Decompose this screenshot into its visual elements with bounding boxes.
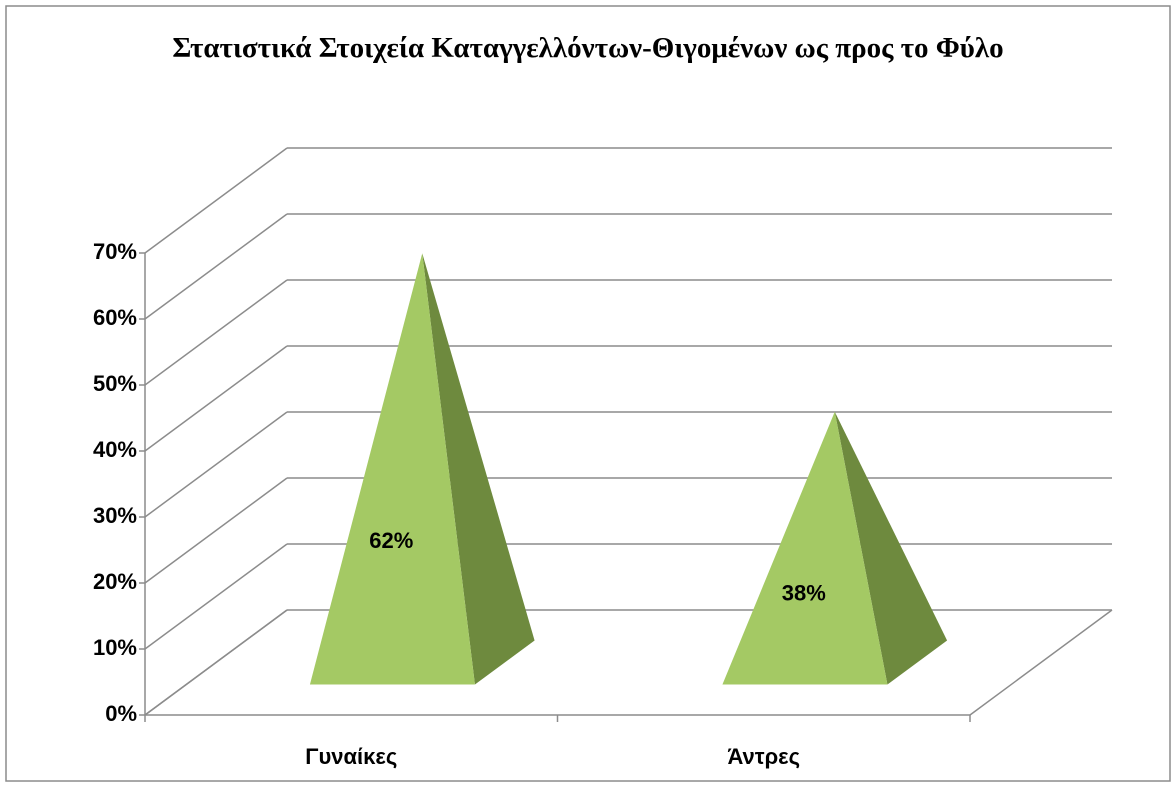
pyramid-side [834, 411, 948, 685]
y-tick-label: 20% [93, 569, 137, 594]
grid-line [144, 477, 288, 584]
y-tick-label: 60% [93, 305, 137, 330]
x-tick-label: Άντρες [727, 744, 800, 769]
y-tick-label: 30% [93, 503, 137, 528]
pyramid [309, 253, 535, 685]
chart-border [5, 5, 1171, 782]
value-label: 62% [369, 528, 413, 553]
y-tick-label: 50% [93, 371, 137, 396]
grid-line [144, 345, 288, 452]
y-tick-label: 70% [93, 239, 137, 264]
floor-edge [969, 609, 1113, 716]
pyramid [722, 411, 948, 685]
x-tick-label: Γυναίκες [305, 744, 397, 769]
grid-line [144, 609, 288, 716]
grid-line [144, 543, 288, 650]
grid-line [144, 411, 288, 518]
pyramid-side [422, 253, 535, 685]
chart-title: Στατιστικά Στοιχεία Καταγγελλόντων-Θιγομ… [172, 32, 1004, 64]
value-label: 38% [782, 580, 826, 605]
y-tick-label: 40% [93, 437, 137, 462]
grid-line [144, 279, 288, 386]
grid-line [144, 147, 288, 254]
y-tick-label: 10% [93, 635, 137, 660]
grid-line [144, 213, 288, 320]
y-tick-label: 0% [105, 701, 137, 726]
pyramid-front [722, 411, 888, 685]
pyramid-front [309, 253, 475, 685]
